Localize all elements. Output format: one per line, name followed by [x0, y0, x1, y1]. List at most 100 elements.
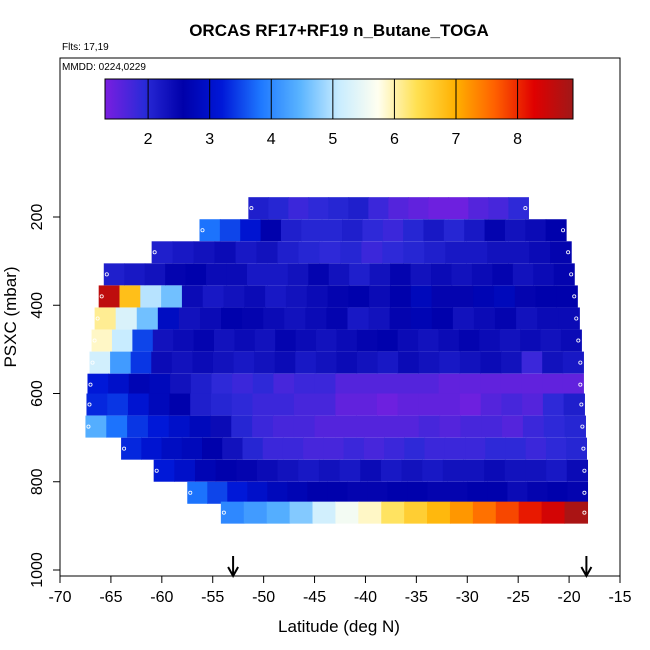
y-axis: 200 400 600 800 1000	[29, 204, 61, 588]
flight-arrows	[227, 556, 593, 579]
heatmap-cell	[293, 415, 316, 438]
heatmap-cell	[140, 285, 162, 308]
y-tick-label: 1000	[29, 552, 46, 588]
heatmap-cell	[151, 241, 174, 264]
heatmap-cell	[438, 373, 460, 396]
x-tick-label: -40	[354, 589, 377, 606]
heatmap-cell	[262, 437, 284, 460]
colorbar-tick-label: 4	[267, 131, 276, 148]
heatmap-cell	[427, 481, 448, 504]
heatmap-cell	[235, 241, 258, 264]
x-tick-label: -35	[405, 589, 428, 606]
heatmap-cell	[424, 437, 446, 460]
y-tick-label: 200	[29, 204, 46, 231]
heatmap-cell	[284, 307, 306, 330]
heatmap-cell	[541, 501, 566, 524]
sample-marker	[221, 510, 226, 515]
sample-marker	[86, 424, 91, 429]
heatmap-cell	[326, 307, 349, 330]
heatmap-cell	[522, 393, 544, 416]
sample-marker	[87, 402, 92, 407]
heatmap-cell	[141, 437, 163, 460]
colorbar-tick-label: 5	[328, 131, 337, 148]
x-tick-label: -15	[608, 589, 631, 606]
heatmap-cell	[407, 481, 428, 504]
heatmap-cell	[121, 437, 142, 460]
heatmap-cell	[315, 351, 338, 374]
heatmap-cell	[210, 393, 233, 416]
heatmap-cell	[410, 263, 432, 286]
heatmap-cell	[525, 219, 547, 242]
heatmap-cell	[293, 393, 316, 416]
heatmap-cell	[106, 415, 128, 438]
heatmap-cell	[376, 393, 399, 416]
heatmap-cell	[226, 263, 248, 286]
heatmap-cell	[178, 307, 201, 330]
heatmap-cell	[564, 415, 586, 438]
heatmap-cell	[527, 481, 549, 504]
heatmap-cell	[480, 393, 502, 416]
heatmap-cell	[115, 307, 138, 330]
sample-markers	[86, 206, 587, 515]
heatmap-cell	[445, 241, 467, 264]
sample-marker	[122, 446, 127, 451]
heatmap-cell	[540, 329, 562, 352]
heatmap-cell	[127, 393, 150, 416]
heatmap-cell	[185, 263, 207, 286]
heatmap-cell	[254, 329, 276, 352]
colorbar-tick-label: 3	[205, 131, 214, 148]
heatmap-cell	[382, 241, 404, 264]
heatmap-cell	[285, 285, 308, 308]
heatmap-cell	[336, 351, 358, 374]
heatmap-cell	[495, 501, 520, 524]
x-tick-label: -55	[201, 589, 224, 606]
heatmap-cell	[210, 415, 232, 438]
heatmap-cell	[380, 459, 403, 482]
sample-marker	[88, 382, 93, 387]
heatmap-cell	[231, 415, 253, 438]
heatmap-cell	[507, 481, 528, 504]
heatmap-cell	[318, 459, 341, 482]
heatmap-cell	[381, 501, 405, 524]
heatmap-cell	[321, 219, 343, 242]
sample-marker	[569, 272, 574, 277]
heatmap-cell	[252, 415, 274, 438]
heatmap-cell	[484, 219, 506, 242]
heatmap-cell	[161, 285, 183, 308]
heatmap-cell	[443, 219, 465, 242]
heatmap-cell	[520, 329, 542, 352]
heatmap-cells	[85, 197, 589, 524]
heatmap-cell	[377, 329, 399, 352]
heatmap-cell	[533, 263, 555, 286]
heatmap-cell	[487, 481, 508, 504]
y-tick-label: 400	[29, 292, 46, 319]
heatmap-cell	[473, 285, 495, 308]
heatmap-cell	[187, 481, 208, 504]
heatmap-cell	[516, 307, 538, 330]
heatmap-cell	[427, 501, 451, 524]
heatmap-cell	[287, 263, 309, 286]
heatmap-cell	[170, 373, 192, 396]
heatmap-cell	[558, 307, 580, 330]
y-tick-label: 600	[29, 380, 46, 407]
heatmap-cell	[424, 241, 446, 264]
heatmap-cell	[401, 459, 423, 482]
heatmap-cell	[464, 219, 486, 242]
sample-marker	[580, 424, 585, 429]
x-tick-label: -50	[252, 589, 275, 606]
heatmap-cell	[193, 241, 216, 264]
sample-marker	[200, 228, 205, 233]
heatmap-cell	[422, 459, 444, 482]
sample-marker	[579, 402, 584, 407]
heatmap-cell	[91, 329, 113, 352]
heatmap-cell	[439, 393, 461, 416]
heatmap-cell	[316, 329, 338, 352]
heatmap-cell	[368, 197, 389, 220]
sample-marker	[582, 468, 587, 473]
heatmap-cell	[260, 219, 282, 242]
sample-marker	[249, 206, 254, 211]
heatmap-cell	[254, 351, 276, 374]
heatmap-cell	[152, 329, 174, 352]
heatmap-cell	[418, 329, 440, 352]
heatmap-cell	[452, 307, 475, 330]
